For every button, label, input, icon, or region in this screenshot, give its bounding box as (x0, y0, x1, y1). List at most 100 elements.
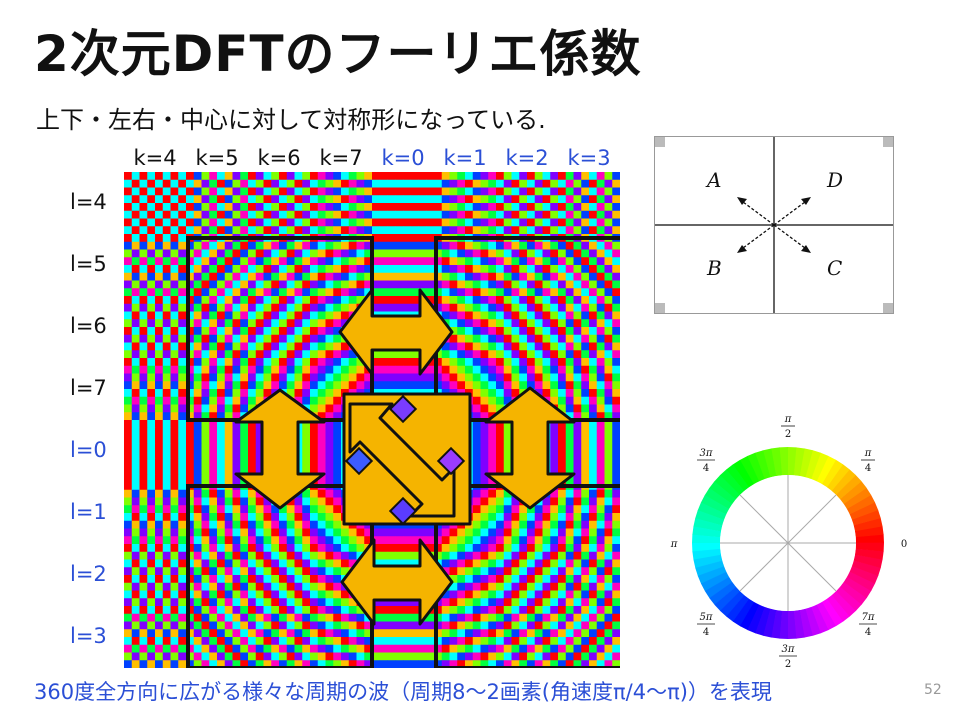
dft-pixel (294, 637, 303, 646)
dft-pixel (542, 613, 551, 622)
dft-pixel (232, 489, 241, 498)
dft-pixel (612, 319, 620, 328)
dft-pixel (341, 536, 350, 545)
dft-pixel (457, 629, 466, 638)
dft-pixel (364, 644, 373, 653)
dft-pixel (333, 265, 342, 274)
dft-pixel (201, 404, 210, 413)
dft-pixel (193, 218, 202, 227)
dft-pixel (449, 606, 458, 615)
dft-pixel (217, 373, 226, 382)
dft-pixel (162, 582, 171, 591)
dft-pixel (356, 179, 365, 188)
dft-pixel (581, 187, 590, 196)
dft-pixel (124, 443, 133, 452)
dft-pixel (418, 528, 427, 537)
dft-pixel (488, 303, 497, 312)
dft-pixel (124, 265, 133, 274)
dft-pixel (480, 303, 489, 312)
dft-pixel (186, 458, 195, 467)
dft-pixel (426, 629, 435, 638)
dft-pixel (503, 567, 512, 576)
dft-pixel (286, 257, 295, 266)
dft-pixel (131, 334, 140, 343)
dft-pixel (341, 288, 350, 297)
dft-pixel (558, 528, 567, 537)
dft-pixel (201, 598, 210, 607)
dft-pixel (573, 226, 582, 235)
dft-pixel (418, 218, 427, 227)
dft-pixel (480, 319, 489, 328)
dft-pixel (279, 327, 288, 336)
dft-pixel (240, 536, 249, 545)
dft-pixel (465, 660, 474, 668)
dft-pixel (186, 334, 195, 343)
dft-pixel (294, 652, 303, 661)
dft-pixel (271, 179, 280, 188)
dft-pixel (193, 598, 202, 607)
dft-pixel (403, 373, 412, 382)
dft-pixel (248, 179, 257, 188)
dft-pixel (170, 389, 179, 398)
dft-pixel (248, 613, 257, 622)
dft-pixel (395, 365, 404, 374)
dft-pixel (558, 373, 567, 382)
dft-pixel (162, 389, 171, 398)
dft-pixel (372, 226, 381, 235)
dft-pixel (472, 280, 481, 289)
dft-pixel (170, 280, 179, 289)
dft-pixel (302, 265, 311, 274)
dft-pixel (589, 629, 598, 638)
dft-pixel (395, 621, 404, 630)
hue-segment (853, 517, 883, 532)
hue-segment (816, 455, 836, 485)
dft-pixel (379, 621, 388, 630)
dft-pixel (472, 241, 481, 250)
dft-pixel (604, 327, 613, 336)
dft-pixel (527, 249, 536, 258)
dft-pixel (255, 420, 264, 429)
dft-pixel (441, 303, 450, 312)
dft-pixel (356, 288, 365, 297)
dft-pixel (209, 381, 218, 390)
dft-pixel (379, 536, 388, 545)
dft-pixel (139, 389, 148, 398)
dft-pixel (240, 590, 249, 599)
dft-pixel (317, 265, 326, 274)
dft-pixel (589, 443, 598, 452)
dft-pixel (139, 358, 148, 367)
dft-pixel (139, 381, 148, 390)
dft-pixel (511, 265, 520, 274)
dft-pixel (333, 528, 342, 537)
dft-pixel (341, 613, 350, 622)
dft-pixel (558, 218, 567, 227)
dft-pixel (139, 218, 148, 227)
dft-pixel (155, 606, 164, 615)
dft-pixel (232, 497, 241, 506)
dft-pixel (131, 187, 140, 196)
dft-pixel (596, 296, 605, 305)
dft-pixel (224, 350, 233, 359)
dft-pixel (131, 489, 140, 498)
dft-pixel (496, 272, 505, 281)
dft-pixel (279, 280, 288, 289)
dft-pixel (395, 195, 404, 204)
hue-segment (787, 447, 797, 476)
dft-pixel (387, 637, 396, 646)
dft-pixel (573, 528, 582, 537)
hue-segment (692, 526, 722, 538)
dft-pixel (550, 551, 559, 560)
dft-pixel (302, 458, 311, 467)
dft-pixel (209, 505, 218, 514)
dft-pixel (550, 257, 559, 266)
dft-pixel (410, 226, 419, 235)
dft-pixel (124, 381, 133, 390)
dft-pixel (534, 319, 543, 328)
dft-pixel (511, 559, 520, 568)
dft-pixel (178, 420, 187, 429)
dft-pixel (480, 551, 489, 560)
dft-pixel (170, 528, 179, 537)
dft-pixel (465, 652, 474, 661)
dft-pixel (581, 652, 590, 661)
dft-pixel (240, 435, 249, 444)
